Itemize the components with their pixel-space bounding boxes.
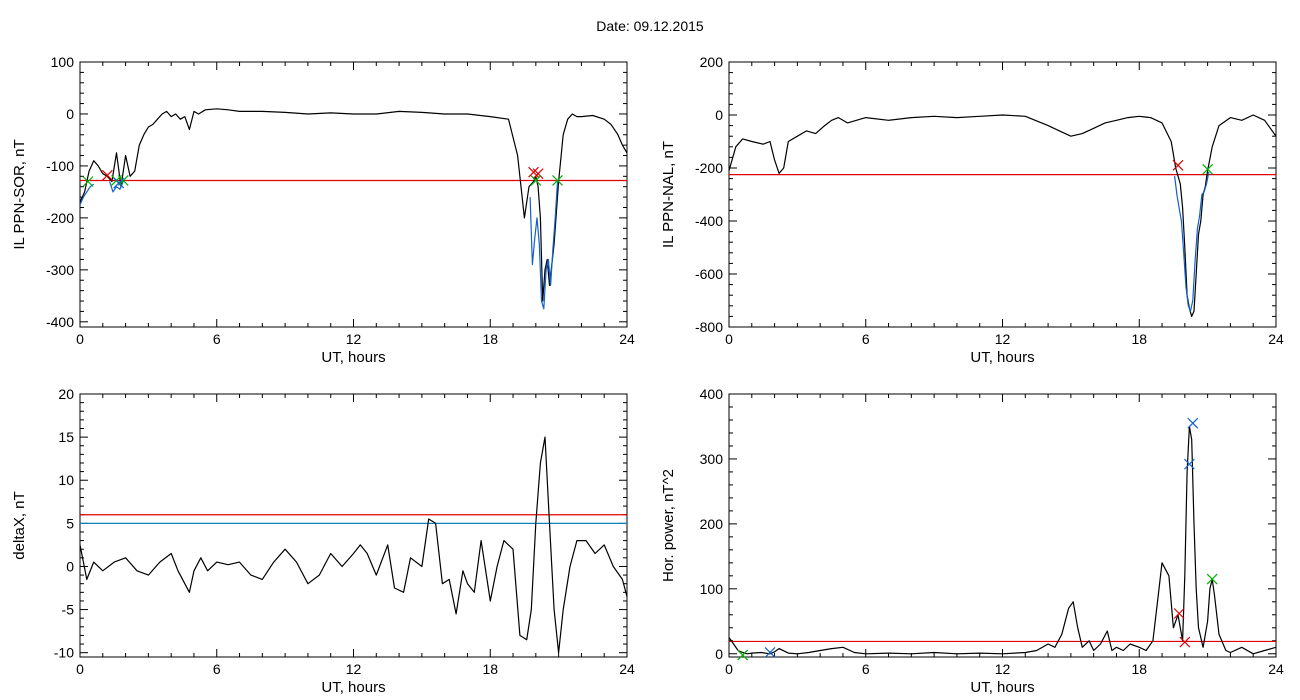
data-marker (737, 649, 749, 661)
y-tick-label: -400 (695, 213, 723, 229)
y-tick-label: 0 (66, 106, 74, 122)
data-marker (113, 177, 125, 189)
series-line (529, 181, 559, 310)
data-marker (552, 175, 563, 186)
data-marker (82, 176, 94, 187)
y-tick-label: 0 (715, 107, 723, 123)
x-tick-label: 6 (862, 331, 870, 347)
data-marker (1172, 159, 1184, 171)
x-tick-label: 12 (995, 661, 1011, 677)
x-tick-label: 0 (725, 661, 733, 677)
series-line (109, 181, 124, 193)
x-axis-label: UT, hours (970, 679, 1034, 696)
data-marker (101, 169, 113, 181)
x-tick-label: 18 (1131, 661, 1147, 677)
data-marker (532, 168, 544, 180)
x-tick-label: 6 (213, 331, 221, 347)
series-line (1174, 171, 1210, 312)
x-tick-label: 18 (482, 331, 498, 347)
data-marker (1173, 608, 1185, 619)
x-tick-label: 24 (619, 331, 635, 347)
y-tick-label: 5 (66, 515, 74, 531)
y-tick-label: 300 (700, 451, 724, 467)
series-line (80, 183, 95, 206)
y-tick-label: 0 (66, 558, 74, 574)
data-marker (1187, 417, 1199, 429)
plot-frame (79, 393, 628, 658)
x-tick-label: 12 (346, 661, 362, 677)
x-tick-label: 24 (619, 661, 635, 677)
figure-date-title: Date: 09.12.2015 (596, 18, 704, 34)
series-line (80, 108, 627, 302)
y-tick-label: 20 (58, 386, 74, 402)
y-tick-label: 200 (700, 516, 724, 532)
panel-deltax: 0 6 12 18 24 -10 -5 0 5 10 15 20 UT, hours deltaX, nT (11, 386, 635, 696)
x-axis-label: UT, hours (321, 349, 385, 366)
y-tick-label: 10 (58, 472, 74, 488)
x-tick-label: 18 (482, 661, 498, 677)
x-tick-label: 0 (76, 661, 84, 677)
y-axis-label: IL PPN-NAL, nT (660, 141, 677, 248)
y-axis-label: Hor. power, nT^2 (660, 469, 677, 582)
y-tick-label: 400 (700, 386, 724, 402)
x-tick-label: 0 (76, 331, 84, 347)
x-axis-label: UT, hours (321, 679, 385, 696)
panel-nal: 0 6 12 18 24 -800 -600 -400 -200 0 200 UT, hours IL … (660, 54, 1284, 366)
y-tick-label: -10 (54, 645, 74, 661)
data-marker (530, 175, 542, 186)
series-line (729, 425, 1276, 655)
series-line (80, 436, 627, 654)
y-tick-label: -400 (46, 314, 74, 330)
series-line (729, 114, 1276, 317)
data-marker (1183, 458, 1195, 470)
x-tick-label: 0 (725, 331, 733, 347)
x-tick-label: 12 (346, 331, 362, 347)
y-tick-label: -600 (695, 266, 723, 282)
x-tick-label: 12 (995, 331, 1011, 347)
y-tick-label: -300 (46, 262, 74, 278)
y-tick-label: -800 (695, 319, 723, 335)
y-tick-label: -100 (46, 158, 74, 174)
data-marker (1202, 163, 1214, 175)
y-tick-label: 100 (700, 581, 724, 597)
y-tick-label: 0 (715, 646, 723, 662)
y-axis-label: IL PPN-SOR, nT (11, 139, 28, 249)
x-tick-label: 6 (213, 661, 221, 677)
x-tick-label: 24 (1268, 331, 1284, 347)
data-marker (1179, 636, 1191, 648)
x-tick-label: 24 (1268, 661, 1284, 677)
y-tick-label: 200 (700, 54, 724, 70)
y-tick-label: -5 (62, 602, 75, 618)
y-tick-label: -200 (695, 160, 723, 176)
y-tick-label: 100 (51, 54, 75, 70)
x-tick-label: 18 (1131, 331, 1147, 347)
x-axis-label: UT, hours (970, 349, 1034, 366)
panel-power: 0 6 12 18 24 0 100 200 300 400 UT, hours Hor. power… (660, 386, 1284, 696)
data-marker (1206, 573, 1218, 585)
y-tick-label: 15 (58, 429, 74, 445)
y-tick-label: -200 (46, 210, 74, 226)
y-axis-label: deltaX, nT (11, 491, 28, 559)
data-marker (764, 647, 776, 658)
panel-sor: 0 6 12 18 24 -400 -300 -200 -100 0 100 UT, hours IL … (11, 54, 635, 366)
x-tick-label: 6 (862, 661, 870, 677)
